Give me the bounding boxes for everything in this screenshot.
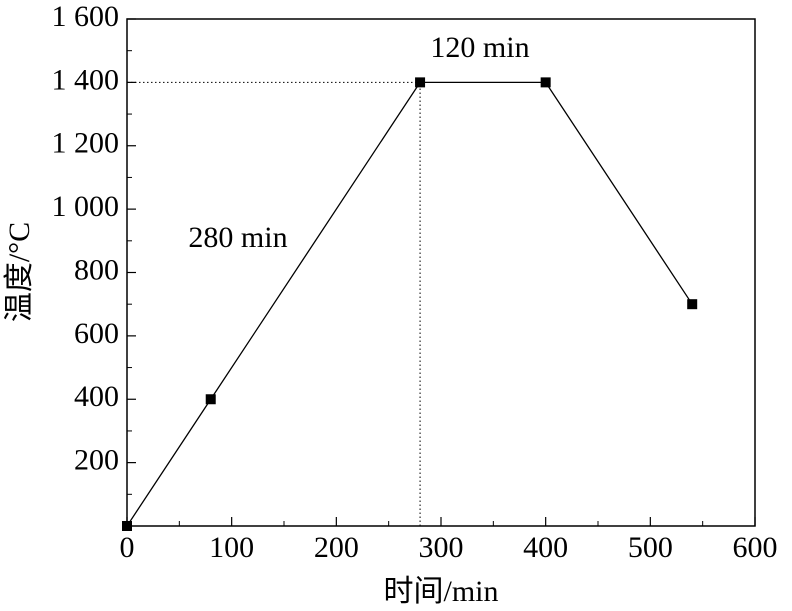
- x-tick-label: 500: [628, 531, 673, 564]
- data-marker: [687, 299, 698, 310]
- x-tick-label: 200: [314, 531, 359, 564]
- x-tick-label: 600: [733, 531, 778, 564]
- annotation: 120 min: [430, 31, 529, 64]
- y-tick-label: 800: [74, 253, 119, 286]
- data-marker: [122, 521, 132, 531]
- y-tick-label: 1 200: [52, 127, 120, 160]
- y-tick-label: 1 600: [52, 0, 120, 33]
- y-tick-label: 200: [74, 444, 119, 477]
- y-tick-label: 1 400: [52, 63, 120, 96]
- x-tick-label: 0: [120, 531, 135, 564]
- y-tick-label: 400: [74, 380, 119, 413]
- annotation: 280 min: [188, 221, 287, 254]
- data-marker: [415, 77, 426, 88]
- x-axis-label: 时间/min: [383, 575, 498, 608]
- x-tick-label: 400: [523, 531, 568, 564]
- y-tick-label: 600: [74, 317, 119, 350]
- x-tick-label: 100: [209, 531, 254, 564]
- x-tick-label: 300: [419, 531, 464, 564]
- data-marker: [205, 394, 216, 405]
- plot-frame: [126, 18, 756, 527]
- y-axis-label: 温度/°C: [3, 222, 36, 322]
- data-marker: [540, 77, 551, 88]
- y-tick-label: 1 000: [52, 190, 120, 223]
- data-line: [126, 81, 693, 527]
